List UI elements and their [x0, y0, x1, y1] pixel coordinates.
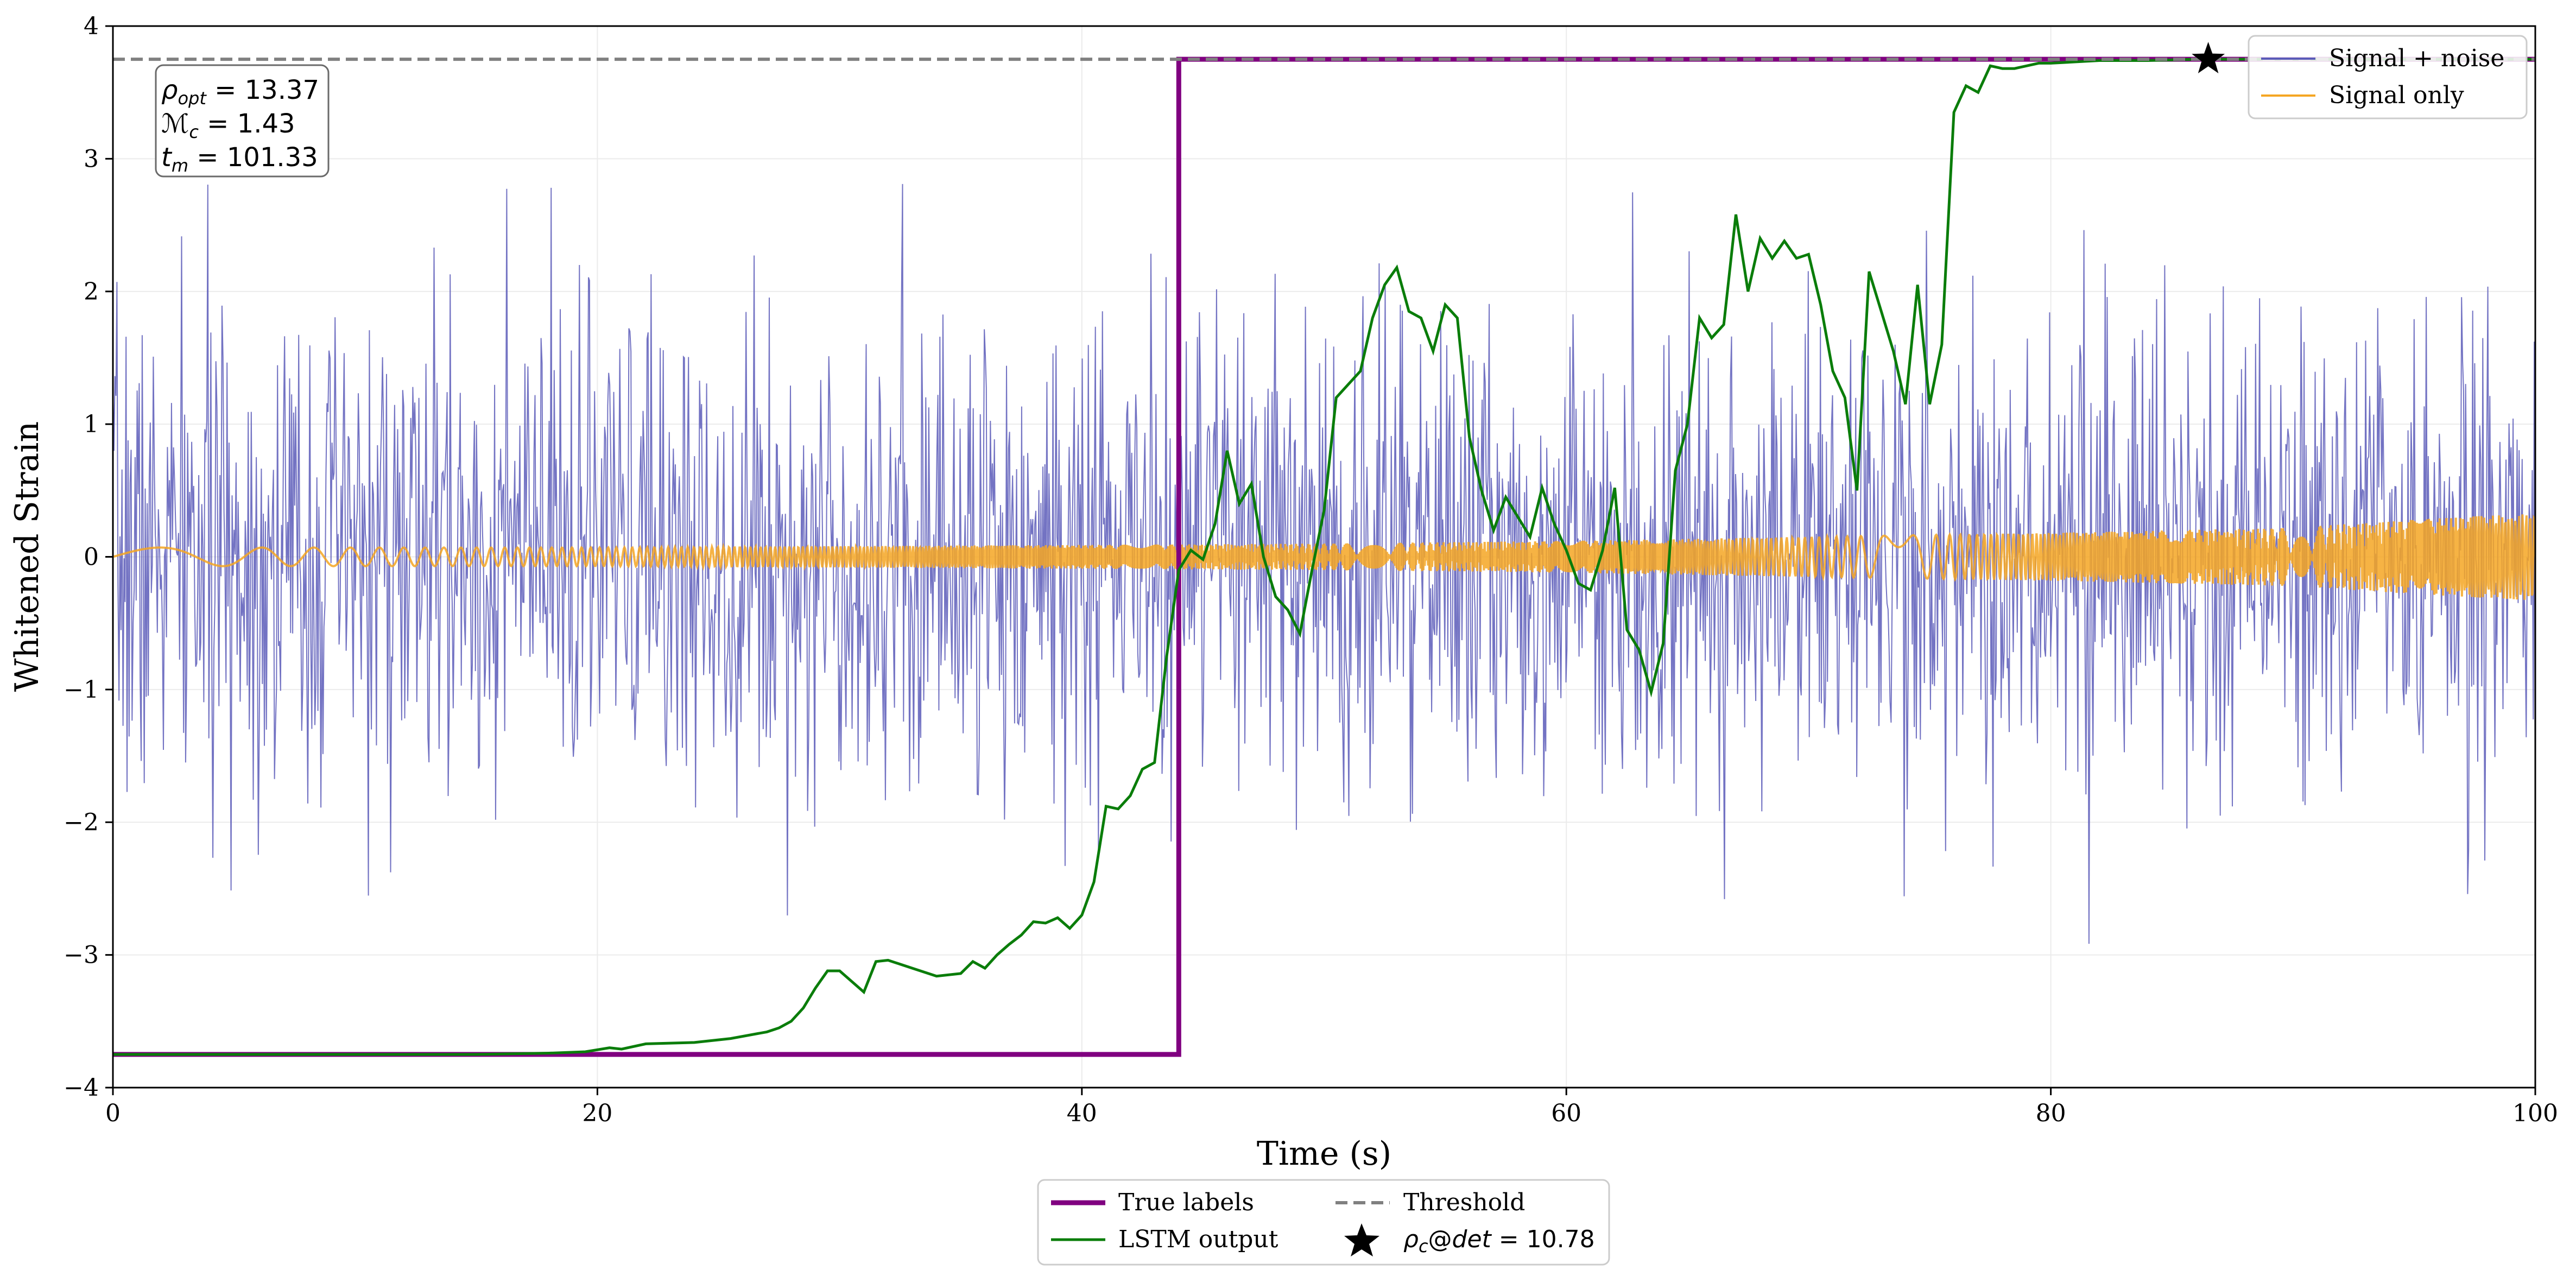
- y-tick-label-4: 0: [84, 544, 99, 571]
- legend-label-true-labels: True labels: [1118, 1189, 1254, 1216]
- x-tick-label-1: 20: [582, 1100, 612, 1127]
- annotation-merger-time: tm = 101.33: [161, 142, 318, 176]
- series-signal-noise-line: [113, 184, 2535, 944]
- x-tick-label-3: 60: [1551, 1100, 1581, 1127]
- x-tick-label-2: 40: [1067, 1100, 1097, 1127]
- x-axis-label: Time (s): [1257, 1135, 1391, 1173]
- legend-top-right: Signal + noise Signal only: [2248, 35, 2528, 119]
- annotation-rho-opt: ρopt = 13.37: [161, 75, 319, 109]
- y-tick-label-7: 3: [84, 145, 99, 173]
- y-tick-label-6: 2: [84, 278, 99, 306]
- y-tick-label-1: −3: [64, 942, 99, 969]
- legend-label-signal-only: Signal only: [2329, 81, 2464, 109]
- legend-label-threshold: Threshold: [1403, 1189, 1525, 1216]
- y-tick-label-2: −2: [64, 809, 99, 836]
- series-lstm-output-line: [113, 58, 2535, 1056]
- legend-label-detection: ρc@det = 10.78: [1403, 1226, 1595, 1256]
- y-tick-label-5: 1: [84, 411, 99, 438]
- annotation-box: [155, 64, 330, 178]
- y-tick-label-3: −1: [64, 676, 99, 704]
- legend-star-icon: [1344, 1223, 1379, 1256]
- x-tick-label-4: 80: [2036, 1100, 2066, 1127]
- x-tick-label-0: 0: [105, 1100, 121, 1127]
- x-tick-label-5: 100: [2512, 1100, 2558, 1127]
- y-axis-label: Whitened Strain: [8, 421, 46, 692]
- y-tick-label-8: 4: [84, 12, 99, 40]
- legend-bottom-frame: [1037, 1179, 1610, 1266]
- legend-label-signal-noise: Signal + noise: [2329, 45, 2504, 72]
- axes-ticks: 0 20 40 60 80 100 −4 −3 −2 −1 0 1 2 3 4: [64, 12, 2558, 1127]
- annotation-chirp-mass: ℳc = 1.43: [161, 109, 295, 142]
- legend-label-lstm-output: LSTM output: [1118, 1226, 1278, 1253]
- legend-bottom: True labels Threshold LSTM output ρc@det…: [1037, 1179, 1610, 1266]
- plot-area: [113, 56, 2535, 1057]
- legend-top-right-frame: [2248, 35, 2528, 119]
- parameter-annotation: ρopt = 13.37 ℳc = 1.43 tm = 101.33: [155, 64, 330, 178]
- series-signal-only-line: [113, 514, 2535, 600]
- y-tick-label-0: −4: [64, 1074, 99, 1102]
- detection-star-marker: [2192, 42, 2225, 73]
